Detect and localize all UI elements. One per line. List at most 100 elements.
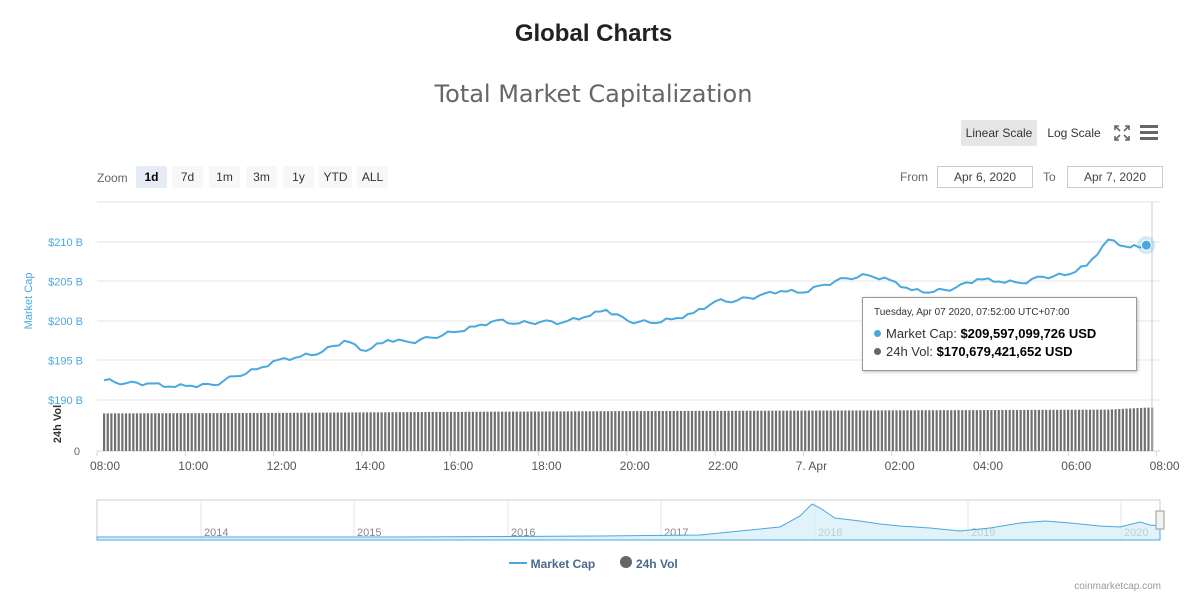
volume-bar (238, 413, 241, 451)
volume-bar (515, 411, 518, 451)
navigator-year-label: 2014 (204, 527, 228, 539)
y-axis-label-market-cap: Market Cap (23, 273, 35, 330)
volume-bar (734, 410, 737, 451)
volume-bar (533, 411, 537, 451)
volume-y-tick-label: 0 (74, 446, 80, 458)
zoom-1y-button[interactable]: 1y (283, 166, 314, 188)
volume-bar (205, 413, 208, 451)
zoom-all-button[interactable]: ALL (357, 166, 388, 188)
highlight-point[interactable] (1140, 239, 1152, 251)
volume-bar (807, 410, 810, 451)
x-tick-label: 18:00 (531, 459, 561, 473)
navigator-year-label: 2015 (357, 527, 381, 539)
tooltip-market-cap-row: Market Cap: $209,597,099,726 USD (874, 326, 1096, 341)
volume-bar (201, 413, 204, 451)
volume-bar (1143, 407, 1146, 451)
x-tick-label: 08:00 (90, 459, 120, 473)
volume-bar (931, 410, 935, 451)
volume-bar (727, 410, 730, 451)
volume-bar (636, 411, 639, 451)
volume-bar (468, 411, 471, 451)
volume-bar (183, 413, 186, 451)
volume-bar (906, 410, 909, 451)
volume-bar (194, 413, 197, 451)
from-date-input[interactable]: Apr 6, 2020 (937, 166, 1033, 188)
volume-bar (811, 410, 814, 451)
linear-scale-button[interactable]: Linear Scale (961, 120, 1037, 146)
volume-bar (592, 411, 595, 451)
volume-bar (150, 413, 153, 451)
volume-bar (252, 412, 255, 451)
volume-bar (186, 413, 190, 451)
x-tick-label: 10:00 (178, 459, 208, 473)
log-scale-button[interactable]: Log Scale (1047, 126, 1101, 140)
volume-bar (979, 410, 982, 451)
volume-bar (132, 413, 135, 451)
volume-bar (351, 412, 354, 451)
volume-bar (384, 412, 387, 451)
zoom-7d-button[interactable]: 7d (172, 166, 203, 188)
volume-bar (610, 411, 613, 451)
volume-bar (581, 411, 584, 451)
volume-bar (658, 411, 661, 451)
volume-bar (829, 410, 832, 451)
volume-bar (270, 412, 274, 451)
volume-bar (749, 410, 752, 451)
volume-bar (705, 410, 708, 451)
volume-bar (756, 410, 759, 451)
volume-bar (1147, 407, 1150, 451)
volume-bar (508, 411, 511, 451)
navigator[interactable]: 2014201520162017201820192020 (96, 499, 1165, 541)
volume-bar (139, 413, 142, 451)
volume-bar (256, 412, 259, 451)
volume-bar (103, 413, 106, 451)
volume-bar (833, 410, 836, 451)
volume-bar (917, 410, 920, 451)
volume-bar (154, 413, 157, 451)
tooltip-volume-row: 24h Vol: $170,679,421,652 USD (874, 344, 1073, 359)
zoom-ytd-button[interactable]: YTD (319, 166, 352, 188)
zoom-1d-button[interactable]: 1d (136, 166, 167, 188)
x-tick-label: 22:00 (708, 459, 738, 473)
y-tick-label: $210 B (48, 237, 83, 249)
volume-bar (365, 412, 369, 451)
volume-bar (614, 411, 617, 451)
volume-bar (628, 411, 632, 451)
volume-bar (344, 412, 347, 451)
volume-bar (818, 410, 821, 451)
volume-bar (665, 411, 668, 451)
volume-bar (380, 412, 383, 451)
volume-bar (329, 412, 332, 451)
volume-bar (497, 411, 500, 451)
fullscreen-icon[interactable] (1113, 124, 1131, 142)
volume-bar (866, 410, 869, 451)
zoom-3m-button[interactable]: 3m (246, 166, 277, 188)
volume-bar (435, 411, 438, 451)
navigator-handle[interactable] (1155, 510, 1165, 530)
volume-bar (957, 410, 960, 451)
volume-bar (501, 411, 504, 451)
volume-bar (314, 412, 317, 451)
volume-bar (1074, 409, 1077, 451)
to-date-input[interactable]: Apr 7, 2020 (1067, 166, 1163, 188)
volume-bar (679, 410, 683, 451)
volume-bar (157, 413, 160, 451)
volume-bar (763, 410, 767, 451)
volume-bar (128, 413, 131, 451)
volume-bar (709, 410, 712, 451)
legend-item-market-cap[interactable]: Market Cap (509, 557, 598, 571)
volume-bar (146, 413, 150, 451)
volume-bar (782, 410, 785, 451)
hamburger-menu-icon[interactable] (1136, 122, 1162, 142)
volume-bar (983, 410, 986, 451)
legend-item-volume[interactable]: 24h Vol (619, 556, 678, 571)
volume-bar (822, 410, 825, 451)
volume-bar (855, 410, 858, 451)
volume-bar (479, 411, 482, 451)
zoom-1m-button[interactable]: 1m (209, 166, 240, 188)
volume-bar (409, 412, 412, 451)
volume-bar (840, 410, 843, 451)
volume-bar (190, 413, 193, 451)
volume-bar (230, 413, 234, 451)
